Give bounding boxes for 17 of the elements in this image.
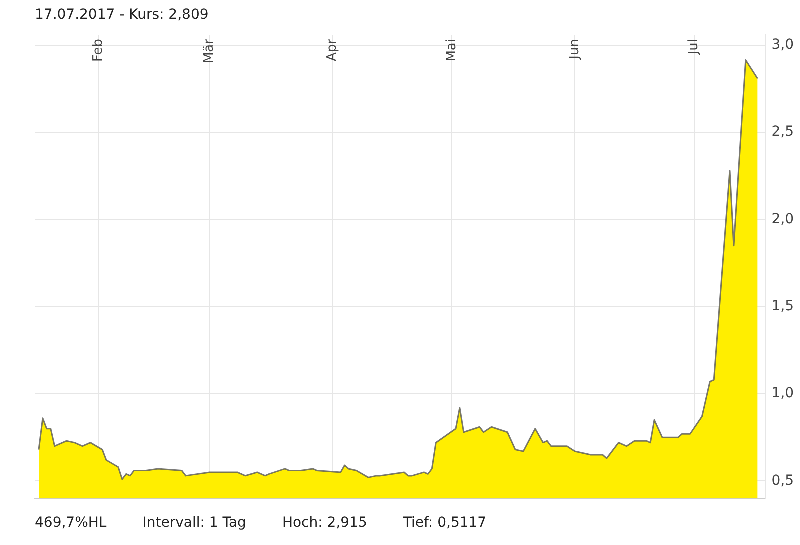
y-tick-label: 3,0: [772, 37, 794, 54]
x-tick-label: Mai: [444, 39, 460, 62]
chart-title: 17.07.2017 - Kurs: 2,809: [35, 7, 209, 23]
y-tick-label: 0,5: [772, 472, 794, 489]
y-tick-label: 2,5: [772, 124, 794, 140]
text: Tief: 0,5117: [403, 515, 487, 531]
y-tick-label: 2,0: [772, 211, 794, 228]
text: 469,7%HL: [35, 515, 107, 531]
x-tick-label: Mär: [202, 38, 218, 64]
text: Hoch: 2,915: [282, 515, 368, 531]
x-tick-label: Feb: [90, 38, 106, 62]
x-tick-label: Jun: [567, 39, 582, 60]
x-tick-label: Jul: [686, 39, 702, 56]
text: Intervall: 1 Tag: [142, 515, 246, 531]
x-tick-label: Apr: [325, 38, 340, 62]
y-tick-label: 1,5: [772, 298, 794, 315]
y-tick-label: 1,0: [772, 386, 794, 402]
